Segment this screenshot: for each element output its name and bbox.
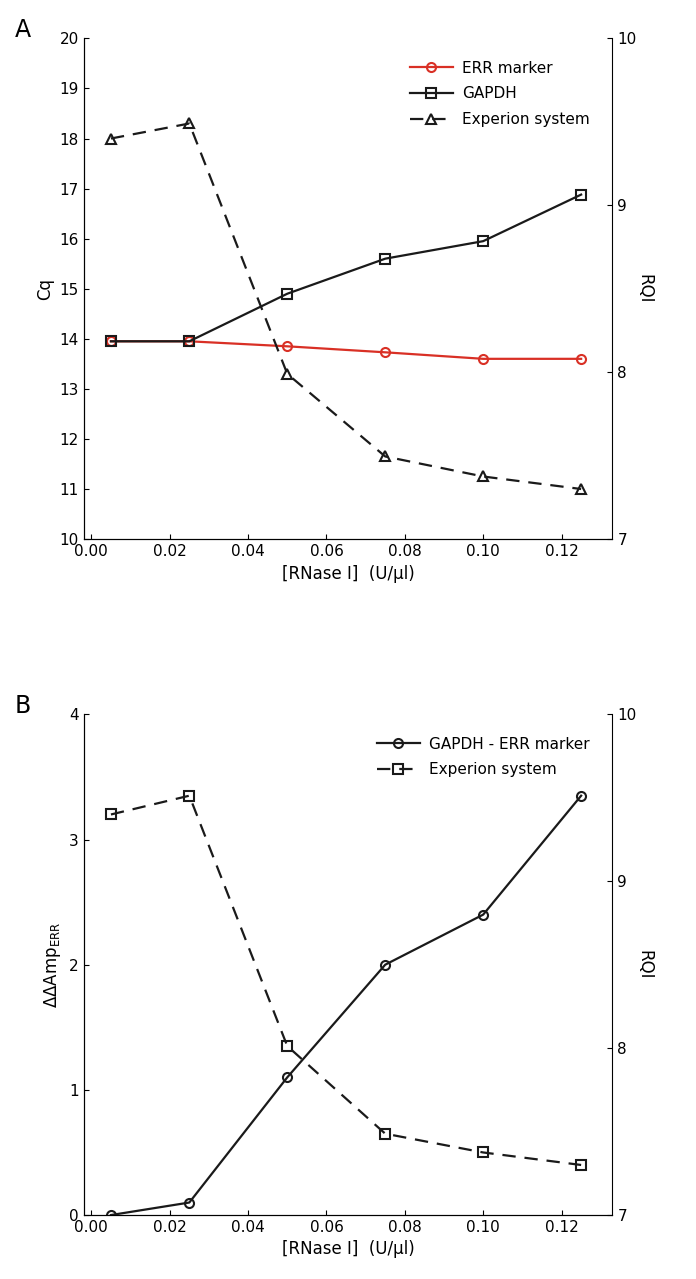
GAPDH (283, 286, 292, 302)
Line: Experion system: Experion system (106, 792, 585, 1169)
Experion system (185, 788, 193, 803)
Experion system (381, 449, 389, 464)
GAPDH - ERR marker (577, 788, 585, 803)
Legend: ERR marker, GAPDH, Experion system: ERR marker, GAPDH, Experion system (405, 56, 594, 132)
GAPDH - ERR marker (381, 957, 389, 972)
ERR marker (381, 344, 389, 359)
ERR marker (479, 352, 487, 367)
GAPDH (577, 187, 585, 202)
Text: B: B (15, 694, 31, 719)
X-axis label: [RNase I]  (U/μl): [RNase I] (U/μl) (282, 564, 414, 582)
GAPDH (381, 251, 389, 266)
GAPDH (106, 334, 115, 349)
X-axis label: [RNase I]  (U/μl): [RNase I] (U/μl) (282, 1241, 414, 1259)
ERR marker (577, 352, 585, 367)
Line: GAPDH: GAPDH (106, 191, 585, 345)
Experion system (283, 1039, 292, 1054)
Experion system (479, 469, 487, 485)
Experion system (577, 1157, 585, 1173)
Legend: GAPDH - ERR marker, Experion system: GAPDH - ERR marker, Experion system (372, 732, 594, 781)
GAPDH (479, 234, 487, 249)
ERR marker (106, 334, 115, 349)
Line: ERR marker: ERR marker (106, 336, 585, 363)
Line: Experion system: Experion system (106, 119, 585, 494)
Y-axis label: RQI: RQI (635, 950, 654, 980)
Experion system (479, 1145, 487, 1160)
Experion system (106, 130, 115, 146)
Experion system (577, 481, 585, 496)
ERR marker (283, 339, 292, 354)
Text: A: A (15, 18, 31, 42)
Experion system (185, 116, 193, 132)
Y-axis label: RQI: RQI (635, 274, 654, 303)
Y-axis label: Cq: Cq (35, 278, 54, 299)
GAPDH - ERR marker (479, 907, 487, 922)
GAPDH (185, 334, 193, 349)
Experion system (106, 807, 115, 822)
GAPDH - ERR marker (283, 1069, 292, 1085)
Experion system (283, 366, 292, 381)
Line: GAPDH - ERR marker: GAPDH - ERR marker (106, 792, 585, 1220)
GAPDH - ERR marker (106, 1207, 115, 1223)
ERR marker (185, 334, 193, 349)
Experion system (381, 1126, 389, 1141)
Y-axis label: $\Delta\Delta$Amp$_{\mathrm{ERR}}$: $\Delta\Delta$Amp$_{\mathrm{ERR}}$ (42, 922, 63, 1008)
GAPDH - ERR marker (185, 1195, 193, 1210)
